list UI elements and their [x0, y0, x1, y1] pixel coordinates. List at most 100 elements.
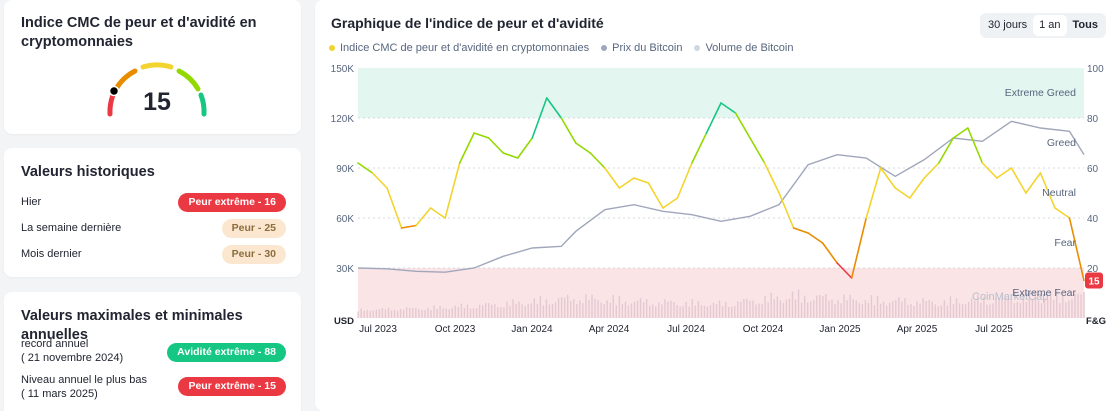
volume-bar	[658, 302, 660, 318]
series-fg-segment	[981, 162, 998, 179]
volume-bar	[737, 301, 739, 318]
volume-bar	[566, 294, 569, 318]
volume-bar	[1034, 296, 1037, 318]
volume-bar	[597, 300, 599, 318]
series-fg-segment	[967, 127, 984, 164]
gauge-segment-green	[198, 92, 207, 117]
volume-bar	[554, 302, 557, 318]
volume-bar	[576, 303, 578, 318]
legend-label-price: Prix du Bitcoin	[612, 42, 683, 54]
zone-label-1: Greed	[1047, 137, 1076, 149]
volume-bar	[627, 305, 630, 318]
volume-bar	[636, 300, 639, 318]
legend-item-volume[interactable]: Volume de Bitcoin	[694, 42, 794, 54]
volume-bar	[582, 303, 584, 318]
zone-label-2: Neutral	[1042, 187, 1076, 199]
volume-bar	[478, 304, 481, 318]
series-fg-segment	[386, 187, 403, 229]
volume-bar	[557, 298, 560, 318]
volume-bar	[624, 301, 627, 318]
legend-label-fg: Indice CMC de peur et d'avidité en crypt…	[340, 42, 590, 54]
series-fg-segment	[633, 177, 650, 184]
volume-bar	[806, 302, 809, 318]
volume-bar	[992, 303, 994, 318]
volume-bar	[357, 311, 359, 318]
volume-bar	[439, 305, 441, 318]
volume-bar	[536, 303, 539, 318]
volume-bar	[585, 294, 587, 318]
series-fg-segment	[662, 197, 679, 209]
gauge-segment-lightgreen	[176, 68, 201, 92]
x-tick-label: Oct 2023	[435, 324, 476, 335]
volume-bar	[925, 300, 927, 318]
index-value: 15	[143, 88, 171, 116]
volume-bar	[700, 305, 703, 318]
volume-bar	[460, 303, 463, 318]
volume-bar	[500, 306, 502, 318]
volume-bar	[816, 295, 818, 318]
range-button-30d[interactable]: 30 jours	[987, 19, 1028, 31]
volume-bar	[697, 300, 700, 318]
zone-label-0: Extreme Greed	[1005, 87, 1076, 99]
legend-label-volume: Volume de Bitcoin	[705, 42, 794, 54]
series-fg-segment	[415, 207, 432, 227]
range-button-1y[interactable]: 1 an	[1033, 15, 1067, 36]
volume-bar	[1065, 302, 1067, 318]
volume-bar	[837, 300, 839, 318]
volume-bar	[1068, 300, 1070, 318]
volume-bar	[609, 302, 611, 318]
volume-bar	[831, 299, 833, 318]
volume-bar	[740, 301, 742, 318]
volume-bar	[399, 308, 402, 318]
volume-bar	[712, 302, 715, 318]
volume-bar	[843, 294, 845, 318]
range-button-all[interactable]: Tous	[1072, 19, 1098, 31]
left-tick-label: 90K	[336, 164, 354, 175]
historical-label-last-month: Mois dernier	[21, 248, 82, 260]
volume-bar	[922, 297, 924, 318]
volume-bar	[901, 301, 903, 318]
volume-bar	[1001, 295, 1003, 318]
series-fg-segment	[792, 227, 809, 234]
volume-bar	[396, 310, 399, 318]
historical-label-yesterday: Hier	[21, 196, 42, 208]
volume-bar	[727, 306, 730, 318]
volume-bar	[1071, 299, 1073, 318]
volume-bar	[430, 310, 432, 318]
volume-bar	[530, 303, 532, 318]
volume-bar	[967, 301, 970, 318]
volume-bar	[661, 304, 663, 318]
series-fg-segment	[1054, 207, 1071, 219]
volume-bar	[655, 306, 657, 318]
chart-title: Graphique de l'indice de peur et d'avidi…	[331, 15, 604, 31]
series-fg-segment	[531, 97, 548, 139]
volume-bar	[971, 298, 973, 318]
volume-bar	[402, 309, 405, 318]
volume-bar	[409, 308, 411, 318]
series-fg-segment	[836, 262, 853, 279]
volume-bar	[892, 301, 894, 318]
volume-bar	[1013, 303, 1015, 318]
series-fg-segment	[618, 177, 635, 189]
chart-watermark: CoinMarketCap	[972, 291, 1048, 303]
right-axis-label: F&G	[1086, 316, 1106, 327]
legend-item-fg[interactable]: Indice CMC de peur et d'avidité en crypt…	[329, 42, 589, 54]
series-fg-segment	[647, 182, 664, 209]
volume-bar	[1059, 303, 1061, 318]
chart-plot[interactable]: CoinMarketCap Extreme Greed Greed Neutral F…	[315, 0, 1111, 411]
volume-bar	[694, 305, 696, 318]
legend-item-price[interactable]: Prix du Bitcoin	[601, 42, 682, 54]
volume-bar	[913, 305, 915, 318]
volume-bar	[448, 309, 450, 318]
series-fg-segment	[371, 172, 388, 189]
volume-bar	[1007, 298, 1009, 318]
volume-bar	[919, 303, 921, 318]
volume-bar	[910, 303, 912, 318]
series-fg-segment	[807, 232, 824, 244]
volume-bar	[870, 295, 873, 318]
volume-bar	[497, 307, 499, 318]
volume-bar	[527, 304, 529, 318]
volume-bar	[752, 300, 754, 318]
volume-bar	[779, 300, 782, 318]
volume-bar	[758, 303, 760, 318]
